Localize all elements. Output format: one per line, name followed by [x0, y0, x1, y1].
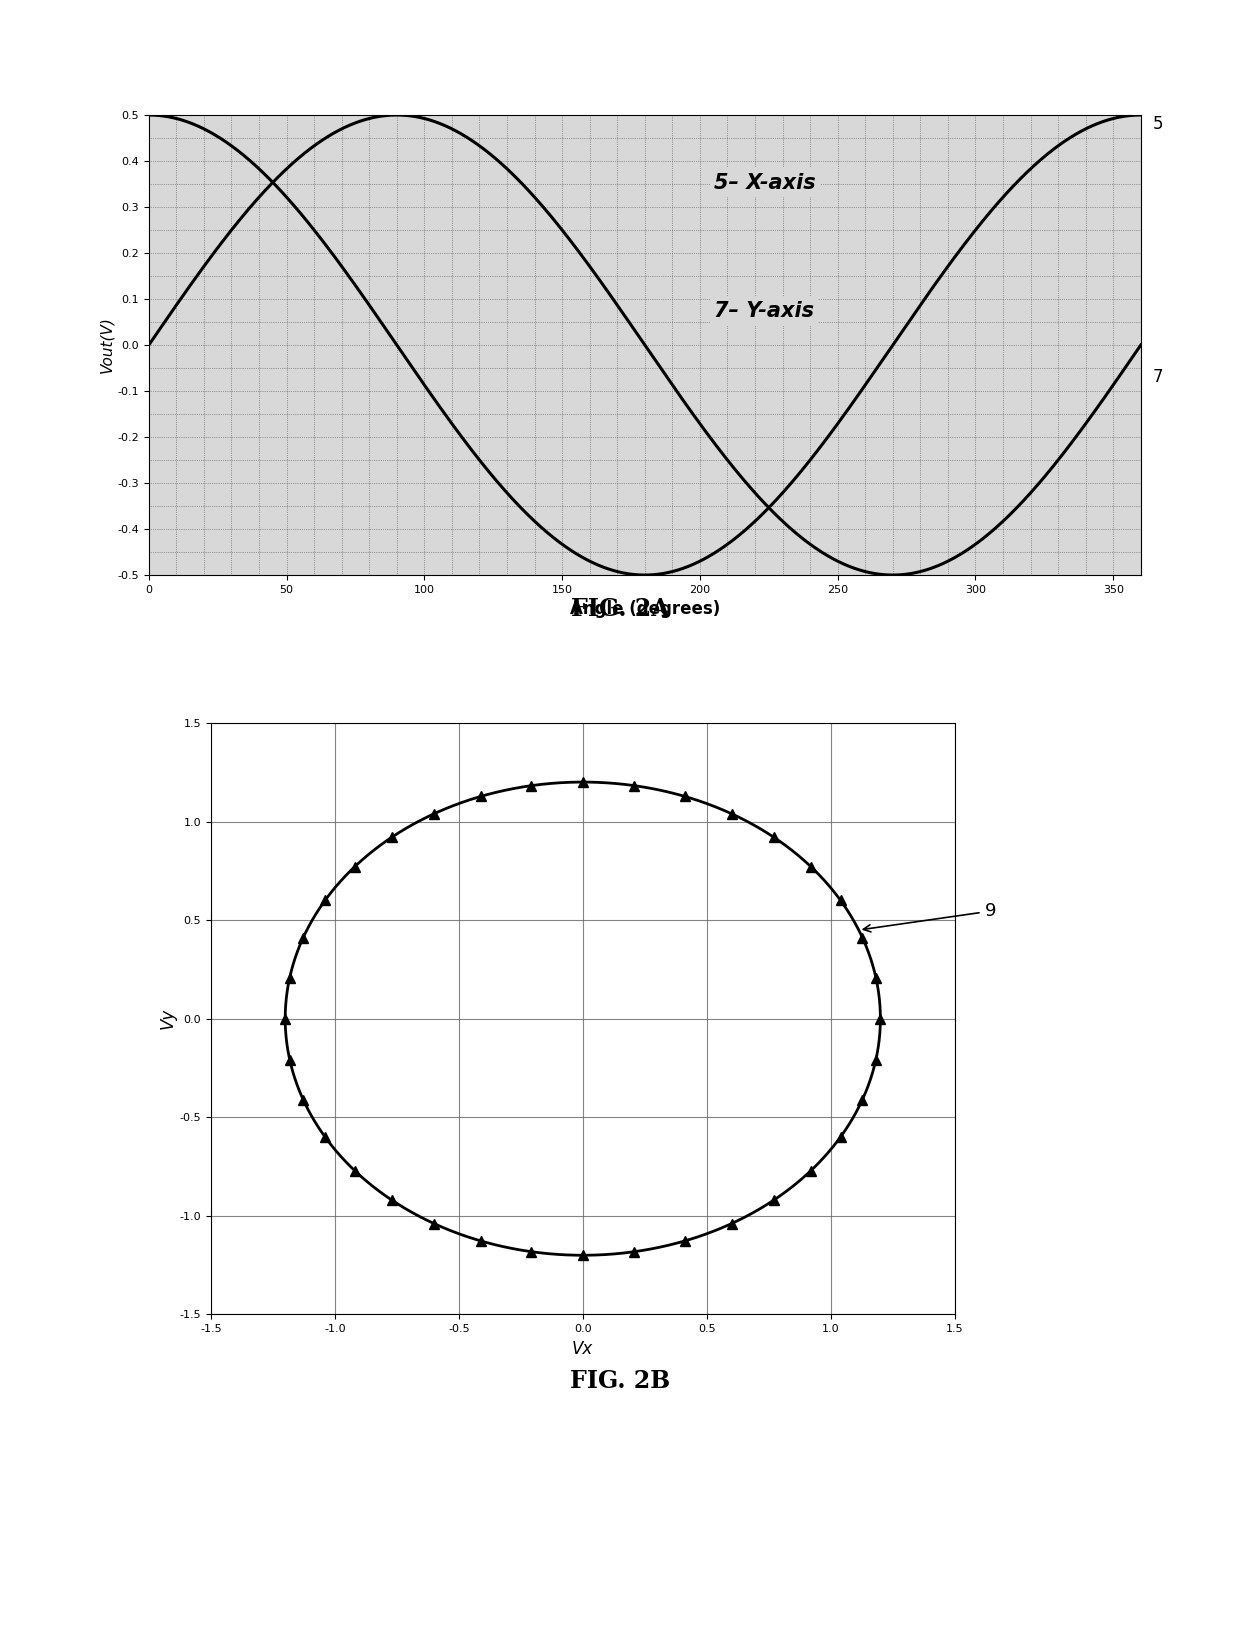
Y-axis label: Vout(V): Vout(V): [99, 317, 114, 373]
X-axis label: Angle (degrees): Angle (degrees): [569, 600, 720, 618]
X-axis label: Vx: Vx: [572, 1339, 594, 1357]
Text: 7– Y-axis: 7– Y-axis: [714, 301, 815, 322]
Text: 7: 7: [1153, 368, 1163, 386]
Text: FIG. 2B: FIG. 2B: [570, 1369, 670, 1393]
Text: 9: 9: [863, 902, 996, 932]
Text: 5– X-axis: 5– X-axis: [714, 173, 816, 192]
Text: 5: 5: [1153, 115, 1163, 133]
Text: FIG. 2A: FIG. 2A: [570, 596, 670, 621]
Y-axis label: Vy: Vy: [159, 1009, 176, 1029]
